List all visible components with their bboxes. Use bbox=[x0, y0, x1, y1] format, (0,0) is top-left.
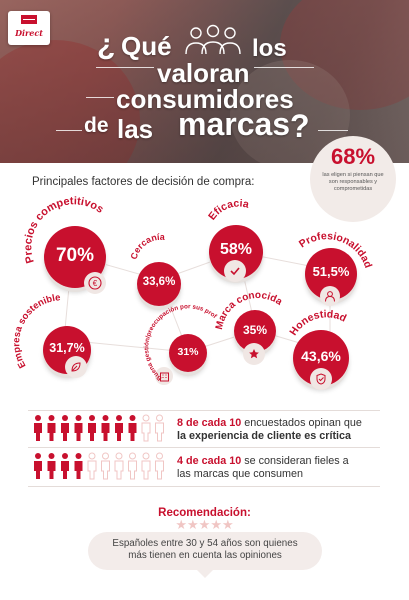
person-icon-empty bbox=[155, 414, 164, 442]
person-icon-filled bbox=[61, 453, 69, 479]
stats-divider bbox=[28, 410, 380, 411]
stat-line2: la experiencia de cliente es crítica bbox=[177, 430, 352, 442]
factor-value: 43,6% bbox=[301, 348, 341, 364]
shield-icon bbox=[310, 368, 332, 390]
person-icon-filled bbox=[47, 415, 56, 441]
stat-line2: las marcas que consumen bbox=[177, 468, 304, 480]
title-word: de bbox=[84, 114, 109, 137]
recommendation-text: Españoles entre 30 y 54 años son quienes bbox=[112, 538, 298, 549]
recommendation-text: más tienen en cuenta las opiniones bbox=[128, 550, 282, 561]
person-icon-empty bbox=[155, 452, 164, 480]
factor-value: 31% bbox=[177, 346, 199, 358]
stat-highlight: 8 de cada 10 bbox=[177, 417, 242, 429]
person-icon-empty bbox=[101, 452, 110, 480]
logo-text: Direct bbox=[15, 28, 43, 38]
person-icon-empty bbox=[141, 414, 151, 442]
person-icon-filled bbox=[88, 415, 96, 441]
title-word: valoran bbox=[157, 58, 250, 88]
euro-icon: € bbox=[84, 272, 106, 294]
logo-mark-icon bbox=[21, 15, 37, 24]
title-rule bbox=[318, 130, 348, 131]
person-icon-empty bbox=[114, 452, 124, 480]
stat-text: 4 de cada 10 se consideran fieles a las … bbox=[177, 455, 349, 481]
stat-text: 8 de cada 10 encuestados opinan que la e… bbox=[177, 417, 362, 443]
person-icon-filled bbox=[34, 415, 42, 441]
factor-bubble-gestion: 31% bbox=[169, 334, 207, 372]
building-icon bbox=[155, 367, 173, 385]
hero-banner: Direct ¿ Qué los valoran consumidores de… bbox=[0, 0, 409, 163]
factor-value: 70% bbox=[55, 245, 95, 266]
title-rule bbox=[96, 67, 154, 68]
person-icon-filled bbox=[128, 415, 137, 441]
title-word: Qué bbox=[121, 31, 172, 61]
stat-rest: encuestados opinan que bbox=[241, 417, 362, 429]
title-rule bbox=[56, 130, 82, 131]
person-icon-filled bbox=[101, 415, 110, 441]
stat-highlight: 4 de cada 10 bbox=[177, 455, 242, 467]
hero-overlay bbox=[0, 0, 409, 163]
people-pictogram-row bbox=[34, 414, 164, 442]
factor-value: 58% bbox=[219, 241, 253, 258]
person-icon-empty bbox=[87, 452, 97, 480]
highlight-badge: 68% las eligen si piensan que son respon… bbox=[310, 136, 396, 222]
professional-icon bbox=[320, 286, 340, 306]
person-icon-filled bbox=[34, 453, 42, 479]
people-pictogram-row bbox=[34, 452, 164, 480]
people-group-icon bbox=[185, 24, 241, 55]
person-icon-empty bbox=[141, 452, 151, 480]
brand-logo: Direct bbox=[8, 11, 50, 45]
stats-divider bbox=[28, 447, 380, 448]
check-icon bbox=[224, 260, 246, 282]
factor-bubble-cercania: 33,6% bbox=[137, 262, 181, 306]
stat-rest: se consideran fieles a bbox=[241, 455, 349, 467]
leaf-icon bbox=[65, 356, 87, 378]
title-word: consumidores bbox=[116, 84, 294, 114]
svg-text:€: € bbox=[93, 279, 98, 288]
title-rule bbox=[86, 97, 114, 98]
person-icon-filled bbox=[74, 415, 83, 441]
recommendation-title: Recomendación: bbox=[158, 507, 251, 519]
title-word: las bbox=[117, 114, 154, 144]
factor-value: 31,7% bbox=[49, 341, 85, 355]
person-icon-filled bbox=[74, 453, 83, 479]
person-icon-empty bbox=[128, 452, 137, 480]
title-open-question: ¿ bbox=[97, 28, 116, 61]
title-word: marcas bbox=[178, 106, 291, 142]
factor-value: 35% bbox=[242, 323, 268, 337]
person-icon-filled bbox=[61, 415, 69, 441]
title-word: los bbox=[252, 35, 287, 62]
title-close-question: ? bbox=[290, 108, 310, 144]
rating-stars: ★★★★★ bbox=[175, 517, 234, 532]
factors-title: Principales factores de decisión de comp… bbox=[32, 176, 255, 188]
person-icon-filled bbox=[47, 453, 56, 479]
title-rule bbox=[254, 67, 314, 68]
person-icon-filled bbox=[115, 415, 123, 441]
highlight-description: las eligen si piensan que son responsabl… bbox=[322, 172, 384, 192]
star-icon bbox=[243, 343, 265, 365]
recommendation-box: Españoles entre 30 y 54 años son quienes… bbox=[88, 532, 322, 578]
factor-value: 33,6% bbox=[142, 276, 176, 288]
highlight-value: 68% bbox=[330, 144, 376, 169]
stats-divider bbox=[28, 486, 380, 487]
factor-value: 51,5% bbox=[312, 264, 350, 279]
